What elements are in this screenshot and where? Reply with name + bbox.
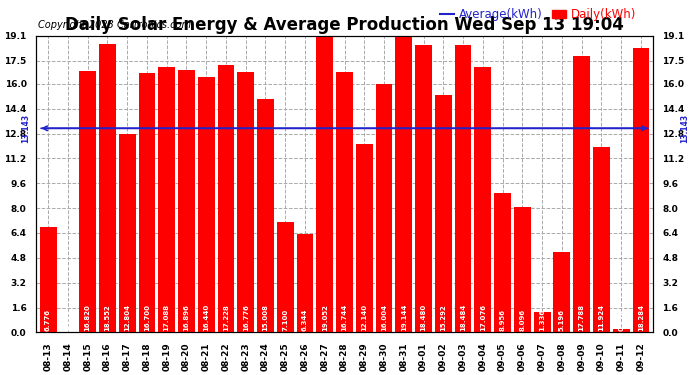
Bar (395, 35, 412, 332)
Bar (178, 70, 195, 332)
Text: 16.744: 16.744 (342, 303, 348, 331)
Bar (99, 44, 116, 332)
Bar (435, 95, 452, 332)
Text: 15.292: 15.292 (440, 304, 446, 331)
Text: 5.196: 5.196 (559, 309, 565, 331)
Text: 18.284: 18.284 (638, 304, 644, 331)
Text: 16.700: 16.700 (144, 304, 150, 331)
Bar (494, 193, 511, 332)
Bar (257, 99, 274, 332)
Text: 13.143: 13.143 (21, 114, 30, 143)
Bar (158, 67, 175, 332)
Text: 8.096: 8.096 (520, 309, 525, 331)
Bar (475, 67, 491, 332)
Text: 6.776: 6.776 (45, 309, 51, 331)
Bar (573, 56, 590, 332)
Text: 6.344: 6.344 (302, 308, 308, 331)
Text: 17.076: 17.076 (480, 304, 486, 331)
Bar (217, 65, 235, 332)
Text: 1.336: 1.336 (539, 309, 545, 331)
Text: 13.143: 13.143 (680, 114, 689, 143)
Text: 0.216: 0.216 (618, 309, 624, 331)
Bar (297, 234, 313, 332)
Bar (336, 72, 353, 332)
Text: 19.144: 19.144 (401, 303, 407, 331)
Text: 11.924: 11.924 (598, 304, 604, 331)
Bar (514, 207, 531, 332)
Text: 16.004: 16.004 (381, 304, 387, 331)
Text: 0.000: 0.000 (65, 309, 71, 331)
Text: 16.440: 16.440 (203, 303, 209, 331)
Bar (79, 71, 96, 332)
Text: 7.100: 7.100 (282, 309, 288, 331)
Text: 12.804: 12.804 (124, 304, 130, 331)
Bar (119, 134, 135, 332)
Bar (375, 84, 393, 332)
Legend: Average(kWh), Daily(kWh): Average(kWh), Daily(kWh) (435, 3, 641, 26)
Bar (40, 227, 57, 332)
Bar (455, 45, 471, 332)
Bar (356, 144, 373, 332)
Title: Daily Solar Energy & Average Production Wed Sep 13 19:04: Daily Solar Energy & Average Production … (65, 16, 624, 34)
Text: 19.052: 19.052 (322, 304, 328, 331)
Bar (415, 45, 432, 332)
Bar (198, 77, 215, 332)
Text: 17.228: 17.228 (223, 304, 229, 331)
Text: 17.088: 17.088 (164, 304, 170, 331)
Bar (277, 222, 294, 332)
Bar (633, 48, 649, 332)
Text: Copyright 2023 Cartronics.com: Copyright 2023 Cartronics.com (38, 20, 191, 30)
Text: 17.788: 17.788 (579, 304, 584, 331)
Text: 16.896: 16.896 (184, 304, 190, 331)
Text: 15.008: 15.008 (262, 304, 268, 331)
Bar (316, 36, 333, 332)
Bar (553, 252, 570, 332)
Text: 12.140: 12.140 (362, 304, 367, 331)
Bar (139, 73, 155, 332)
Bar (593, 147, 610, 332)
Text: 18.484: 18.484 (460, 303, 466, 331)
Text: 8.956: 8.956 (500, 309, 506, 331)
Text: 16.776: 16.776 (243, 304, 248, 331)
Text: 18.552: 18.552 (104, 304, 110, 331)
Bar (613, 329, 629, 332)
Bar (237, 72, 254, 332)
Text: 16.820: 16.820 (85, 304, 90, 331)
Text: 18.480: 18.480 (421, 303, 426, 331)
Bar (534, 312, 551, 332)
